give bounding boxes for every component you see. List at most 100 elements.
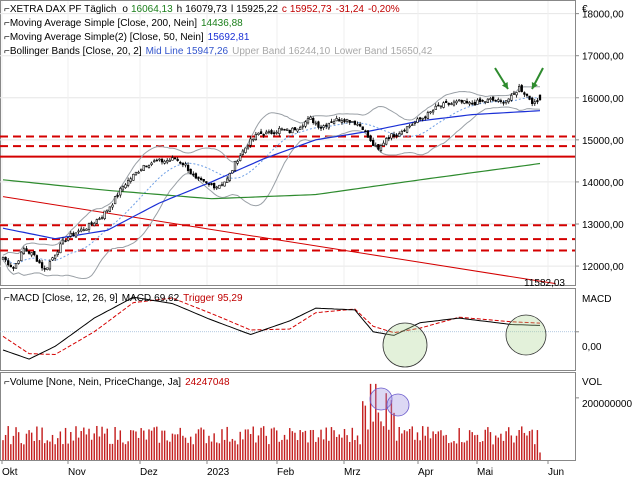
- sma50-line: [2, 110, 541, 240]
- macd-value: 69,62: [154, 293, 179, 304]
- candle-body: [265, 131, 268, 135]
- volume-bar: [236, 444, 239, 460]
- volume-bar: [111, 443, 114, 460]
- candle-body: [38, 260, 41, 264]
- candle-body: [98, 218, 101, 220]
- candle-body: [280, 128, 284, 131]
- volume-bar: [315, 441, 317, 460]
- volume-bar: [479, 442, 481, 460]
- volume-bar: [281, 439, 283, 460]
- candle-body: [356, 123, 359, 126]
- volume-bar: [534, 444, 536, 460]
- volume-bar: [43, 443, 46, 460]
- volume-bar: [182, 435, 184, 460]
- volume-bar: [481, 441, 484, 460]
- candle-body: [379, 145, 383, 151]
- volume-bar: [354, 440, 356, 460]
- sma200-value: 14436,88: [201, 18, 243, 29]
- volume-bar: [96, 425, 98, 460]
- legend-bollinger-line: ⌐Bollinger Bands [Close, 20, 2] Mid Line 1…: [4, 46, 433, 57]
- x-tick-label: Jun: [548, 467, 564, 478]
- volume-bar: [156, 426, 158, 460]
- volume-bar: [77, 437, 80, 460]
- volume-tick: 200000000: [582, 399, 632, 410]
- volume-bar: [203, 429, 205, 460]
- volume-bar: [161, 430, 163, 460]
- volume-bar: [437, 431, 440, 460]
- macd-name: MACD: [10, 293, 39, 304]
- volume-bar: [528, 431, 531, 460]
- candle-body: [199, 177, 203, 181]
- volume-bar: [114, 427, 116, 460]
- candle-body: [358, 123, 362, 127]
- macd-highlight-circle: [505, 314, 547, 356]
- volume-bar: [30, 432, 33, 460]
- macd-zero-tick: 0,00: [582, 342, 602, 353]
- candle-body: [471, 102, 474, 105]
- volume-bar: [510, 435, 513, 460]
- volume-bar: [335, 436, 338, 460]
- volume-bar: [88, 428, 90, 460]
- candle-body: [241, 150, 244, 155]
- candle-body: [408, 125, 411, 128]
- candle-body: [40, 262, 44, 269]
- volume-bar: [192, 444, 195, 460]
- candle-body: [429, 111, 432, 114]
- candle-body: [458, 99, 461, 102]
- candle-body: [361, 126, 364, 131]
- currency-label: €: [582, 4, 588, 15]
- volume-highlight-circle: [386, 393, 410, 417]
- candle-body: [400, 131, 403, 135]
- candle-body: [257, 132, 260, 135]
- candle-body: [35, 255, 39, 262]
- candle-body: [246, 145, 250, 149]
- volume-bar: [432, 431, 434, 460]
- candle-body: [25, 248, 28, 252]
- x-tick-label: 2023: [207, 467, 230, 478]
- candle-body: [473, 101, 476, 106]
- volume-bar: [270, 428, 273, 460]
- volume-bar: [450, 442, 453, 460]
- volume-bar: [132, 430, 135, 460]
- candle-body: [304, 121, 307, 127]
- volume-bar: [348, 441, 351, 460]
- volume-bar: [445, 434, 447, 460]
- candle-body: [213, 182, 216, 189]
- instrument-name: XETRA DAX PF: [10, 4, 82, 15]
- candle-body: [364, 130, 367, 133]
- volume-bar: [416, 432, 419, 460]
- candle-body: [515, 92, 518, 96]
- candle-body: [113, 196, 117, 205]
- x-tick-label: Okt: [2, 467, 18, 478]
- candle-body: [270, 130, 273, 134]
- candle-body: [494, 99, 497, 102]
- candle-body: [249, 138, 252, 146]
- volume-bar: [140, 428, 142, 460]
- volume-panel: [0, 372, 579, 461]
- volume-bar: [401, 433, 403, 460]
- candle-body: [392, 134, 396, 137]
- volume-bar: [484, 429, 486, 460]
- y-tick-label: 15000,00: [582, 136, 624, 147]
- candle-body: [528, 95, 531, 100]
- volume-bar: [359, 444, 361, 460]
- volume-bar: [453, 441, 455, 460]
- volume-bar: [421, 426, 424, 460]
- candle-body: [322, 125, 325, 128]
- volume-bar: [187, 442, 189, 460]
- volume-bar: [455, 443, 458, 460]
- candle-body: [343, 119, 346, 123]
- candle-body: [345, 118, 349, 122]
- volume-bar: [124, 444, 127, 460]
- volume-bar: [195, 433, 197, 460]
- volume-bar: [508, 427, 510, 460]
- annotation-arrows: [494, 67, 544, 90]
- volume-bar: [189, 436, 192, 460]
- candle-body: [30, 252, 33, 256]
- candle-body: [205, 181, 208, 184]
- volume-bar: [98, 436, 101, 460]
- y-tick-label: 12000,00: [582, 262, 624, 273]
- candle-body: [51, 257, 54, 261]
- volume-bar: [476, 434, 479, 460]
- volume-bar: [307, 442, 309, 460]
